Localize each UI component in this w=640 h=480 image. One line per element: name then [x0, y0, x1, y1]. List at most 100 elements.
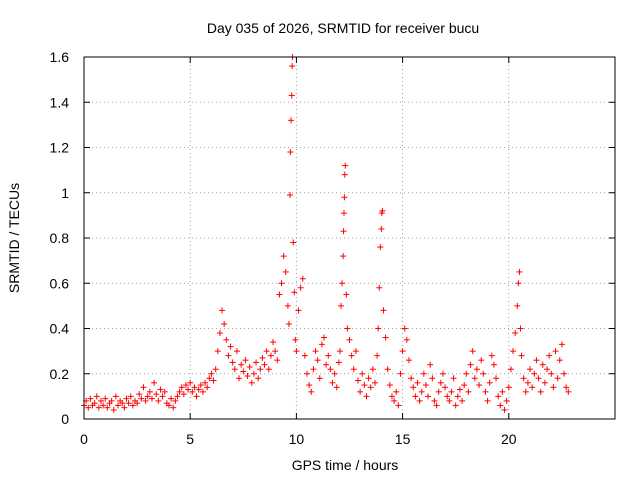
data-point: [85, 404, 92, 411]
data-point: [272, 348, 279, 355]
data-point: [174, 393, 181, 400]
tick-labels: 0 0.2 0.4 0.6 0.8 1 1.2 1.4 1.6 0 5 10 15 20: [50, 49, 517, 447]
data-point: [259, 354, 266, 361]
data-point: [420, 370, 427, 377]
data-point: [499, 388, 506, 395]
data-point: [159, 393, 166, 400]
data-point: [465, 388, 472, 395]
data-point: [212, 366, 219, 373]
data-point: [425, 393, 432, 400]
data-point: [255, 375, 262, 382]
data-point: [253, 359, 260, 366]
data-point: [377, 244, 384, 251]
data-point: [518, 352, 525, 359]
data-point: [301, 352, 308, 359]
data-point: [501, 406, 508, 413]
data-point: [480, 370, 487, 377]
data-point: [157, 386, 164, 393]
y-tick-label: 0: [61, 411, 69, 427]
data-point: [431, 397, 438, 404]
data-point: [476, 382, 483, 389]
data-point: [210, 377, 217, 384]
x-tick-label: 5: [186, 431, 194, 447]
data-point: [278, 280, 285, 287]
data-point: [546, 352, 553, 359]
data-point: [416, 397, 423, 404]
data-point: [473, 366, 480, 373]
data-point: [395, 402, 402, 409]
data-point: [165, 402, 172, 409]
data-point: [463, 370, 470, 377]
data-point: [561, 370, 568, 377]
data-point: [229, 359, 236, 366]
data-point: [121, 404, 128, 411]
data-point: [515, 280, 522, 287]
y-tick-label: 0.2: [50, 366, 70, 382]
data-point: [204, 384, 211, 391]
data-point: [288, 117, 295, 124]
data-point: [295, 307, 302, 314]
y-axis-label: SRMTID / TECUs: [6, 183, 22, 293]
data-point: [448, 388, 455, 395]
data-point: [484, 397, 491, 404]
data-point: [486, 379, 493, 386]
data-point: [216, 330, 223, 337]
data-point: [507, 366, 514, 373]
data-point: [291, 289, 298, 296]
data-point: [384, 366, 391, 373]
data-point: [221, 320, 228, 327]
data-point: [208, 370, 215, 377]
data-point: [242, 357, 249, 364]
data-point: [341, 194, 348, 201]
data-point: [524, 379, 531, 386]
data-point: [490, 361, 497, 368]
data-point: [199, 388, 206, 395]
data-point: [340, 210, 347, 217]
data-point: [450, 375, 457, 382]
data-point: [318, 341, 325, 348]
data-point: [250, 370, 257, 377]
data-point: [287, 149, 294, 156]
data-point: [527, 366, 534, 373]
data-point: [503, 397, 510, 404]
data-point: [342, 162, 349, 169]
data-point: [382, 334, 389, 341]
data-point: [112, 393, 119, 400]
data-point: [410, 384, 417, 391]
data-point: [227, 343, 234, 350]
data-point: [444, 393, 451, 400]
data-point: [563, 384, 570, 391]
data-point: [533, 357, 540, 364]
data-point: [308, 388, 315, 395]
data-point: [151, 379, 158, 386]
data-point: [378, 225, 385, 232]
data-point: [340, 228, 347, 235]
data-point: [471, 375, 478, 382]
data-point: [340, 253, 347, 260]
data-point: [541, 379, 548, 386]
data-point: [341, 171, 348, 178]
data-point: [233, 348, 240, 355]
data-point: [344, 325, 351, 332]
data-point: [439, 370, 446, 377]
data-point: [276, 291, 283, 298]
data-point: [97, 397, 104, 404]
data-point: [429, 375, 436, 382]
data-point: [123, 395, 130, 402]
data-point: [505, 384, 512, 391]
data-point: [369, 366, 376, 373]
plot-frame: [83, 56, 616, 420]
data-point: [482, 388, 489, 395]
data-point: [375, 325, 382, 332]
data-point: [512, 330, 519, 337]
data-point: [325, 352, 332, 359]
data-point: [104, 404, 111, 411]
data-point: [435, 388, 442, 395]
data-point: [399, 348, 406, 355]
data-point: [185, 386, 192, 393]
data-point: [414, 379, 421, 386]
axis-ticks: [83, 56, 615, 420]
data-point: [427, 361, 434, 368]
data-point: [495, 393, 502, 400]
data-point: [274, 357, 281, 364]
